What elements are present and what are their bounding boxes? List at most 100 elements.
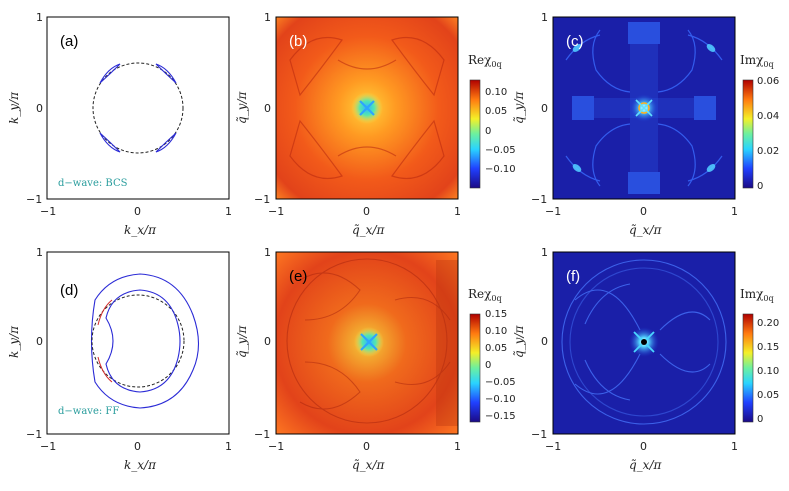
y-tick: 0 [36, 102, 43, 115]
colorbar-tick: 0 [485, 126, 491, 137]
panel-f: (f) −1 0 1 1 0 −1 q̃_x/π q̃_y/π Imχ0q 0.… [512, 246, 779, 472]
panel-a: (a) d−wave: BCS −1 0 1 1 0 −1 k_x/π k_y/… [7, 11, 232, 237]
x-tick: 0 [640, 205, 647, 218]
y-tick: 0 [541, 102, 548, 115]
colorbar-tick: 0.05 [757, 390, 779, 401]
y-tick: 1 [36, 246, 43, 259]
x-tick: −1 [40, 205, 56, 218]
colorbar [742, 79, 754, 189]
colorbar-title: Imχ0q [740, 53, 774, 69]
colorbar [469, 79, 481, 189]
x-tick: −1 [268, 205, 284, 218]
y-tick: −1 [254, 193, 270, 206]
x-tick: −1 [40, 440, 56, 453]
colorbar-tick: 0 [757, 181, 763, 192]
panel-label: (c) [566, 33, 584, 50]
pairing-note: d−wave: BCS [58, 178, 128, 189]
x-tick: 0 [363, 440, 370, 453]
y-tick: 1 [36, 11, 43, 24]
panel-e: (e) −1 0 1 1 0 −1 q̃_x/π q̃_y/π Reχ0q 0.… [235, 246, 516, 472]
plot-frame [46, 16, 230, 200]
colorbar-tick: 0.02 [757, 146, 779, 157]
colorbar-title: Reχ0q [468, 287, 502, 303]
y-tick: 1 [264, 246, 271, 259]
panel-c: (c) −1 0 1 1 0 −1 q̃_x/π q̃_y/π Imχ0q 0.… [512, 11, 779, 237]
x-tick: 1 [731, 205, 738, 218]
y-axis-label: k_y/π [7, 91, 21, 124]
y-tick: −1 [254, 428, 270, 441]
x-tick: 0 [134, 205, 141, 218]
y-tick: 0 [264, 335, 271, 348]
y-axis-label: q̃_y/π [512, 324, 526, 358]
x-axis-label: q̃_x/π [629, 223, 662, 237]
colorbar-tick: 0.10 [757, 366, 779, 377]
fermi-surface-normal [91, 294, 185, 388]
heatmap-features [286, 258, 451, 424]
y-axis-label: q̃_y/π [235, 324, 249, 358]
x-tick: 0 [640, 440, 647, 453]
colorbar-tick: 0.15 [485, 309, 507, 320]
y-tick: −1 [531, 193, 547, 206]
x-tick: −1 [545, 440, 561, 453]
hotspots [572, 44, 716, 172]
panel-label: (f) [566, 268, 580, 285]
colorbar [469, 313, 481, 423]
x-tick: −1 [545, 205, 561, 218]
y-tick: 0 [264, 102, 271, 115]
heatmap-features [289, 36, 445, 180]
colorbar-tick: 0.10 [485, 87, 507, 98]
colorbar-tick: −0.05 [485, 145, 516, 156]
y-tick: −1 [26, 428, 42, 441]
colorbar-tick: 0.15 [757, 342, 779, 353]
panel-label: (e) [289, 268, 307, 285]
colorbar-tick: 0.20 [757, 318, 779, 329]
x-axis-label: q̃_x/π [629, 458, 662, 472]
colorbar-tick: −0.15 [485, 411, 516, 422]
panel-b: (b) −1 0 1 1 0 −1 q̃_x/π q̃_y/π Reχ0q 0.… [235, 11, 516, 237]
x-tick: 1 [454, 205, 461, 218]
colorbar-title: Imχ0q [740, 287, 774, 303]
y-tick: −1 [26, 193, 42, 206]
x-tick: 1 [731, 440, 738, 453]
y-tick: −1 [531, 428, 547, 441]
colorbar-tick: −0.05 [485, 377, 516, 388]
y-axis-label: q̃_y/π [235, 90, 249, 124]
panel-label: (d) [60, 282, 78, 299]
y-tick: 1 [541, 11, 548, 24]
y-tick: 0 [36, 335, 43, 348]
x-axis-label: k_x/π [124, 223, 157, 237]
y-tick: 1 [264, 11, 271, 24]
fermi-surface-outer [90, 273, 200, 409]
colorbar-title: Reχ0q [468, 53, 502, 69]
fermi-surface-normal [92, 62, 184, 154]
fermi-pockets [99, 63, 177, 153]
x-axis-label: q̃_x/π [352, 223, 385, 237]
colorbar-tick: 0 [757, 414, 763, 425]
colorbar-tick: 0.05 [485, 106, 507, 117]
colorbar-tick: 0.06 [757, 76, 779, 87]
panel-label: (b) [289, 33, 307, 50]
colorbar [742, 313, 754, 423]
heatmap-features [561, 259, 727, 425]
y-axis-label: q̃_y/π [512, 90, 526, 124]
x-axis-label: q̃_x/π [352, 458, 385, 472]
y-tick: 0 [541, 335, 548, 348]
pairing-note: d−wave: FF [58, 406, 119, 417]
x-tick: 0 [134, 440, 141, 453]
panel-label: (a) [60, 33, 78, 50]
colorbar-tick: −0.10 [485, 394, 516, 405]
x-tick: −1 [268, 440, 284, 453]
x-tick: 1 [225, 440, 232, 453]
y-tick: 1 [541, 246, 548, 259]
fermi-surface-inner [105, 289, 181, 393]
colorbar-tick: 0.05 [485, 343, 507, 354]
panel-d: (d) d−wave: FF −1 0 1 1 0 −1 k_x/π k_y/π [7, 246, 232, 472]
colorbar-tick: 0.10 [485, 326, 507, 337]
colorbar-tick: 0.04 [757, 111, 779, 122]
colorbar-tick: 0 [485, 360, 491, 371]
x-tick: 1 [454, 440, 461, 453]
x-tick: 0 [363, 205, 370, 218]
heatmap-features [565, 29, 723, 187]
pairing-arcs [97, 299, 113, 383]
